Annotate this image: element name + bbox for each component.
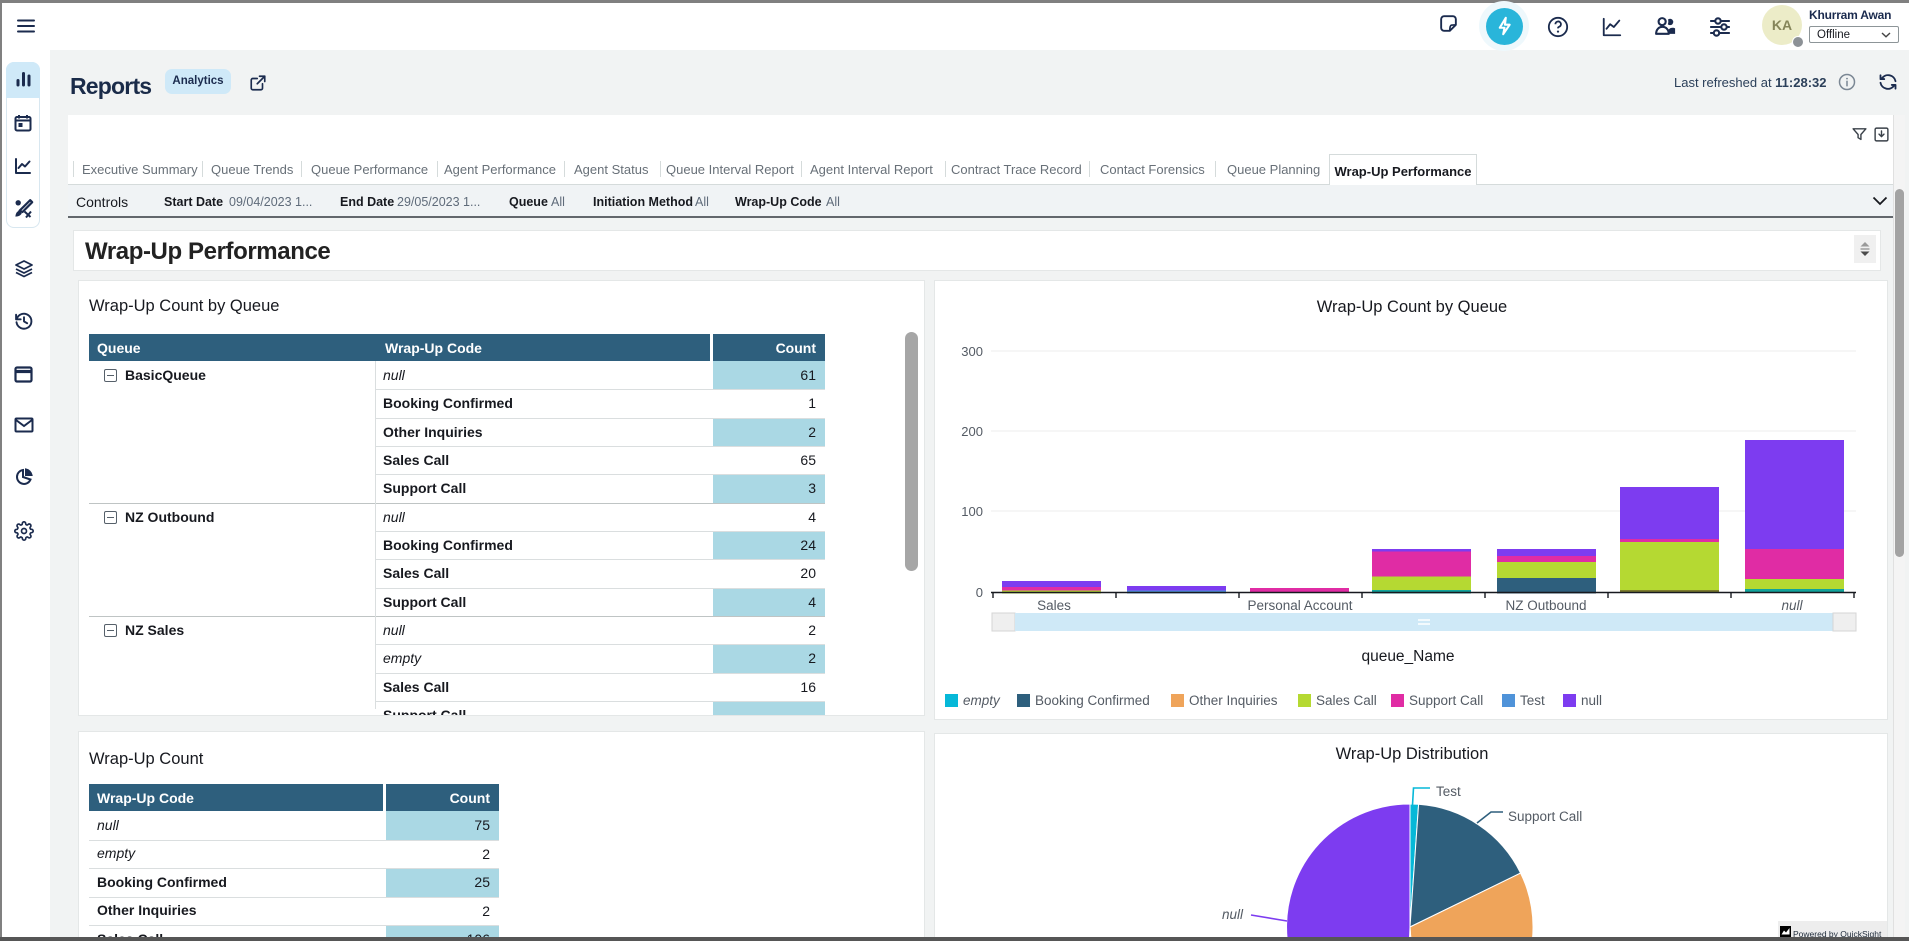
svg-text:null: null [1781,598,1803,613]
svg-text:null: null [1222,907,1244,922]
svg-text:Booking Confirmed: Booking Confirmed [1035,693,1150,708]
svg-text:Test: Test [1436,784,1461,799]
svg-text:null: null [1581,693,1602,708]
svg-text:Support Call: Support Call [1508,809,1582,824]
svg-text:Personal Account: Personal Account [1247,598,1352,613]
svg-text:Other Inquiries: Other Inquiries [1189,693,1278,708]
svg-text:300: 300 [961,344,983,359]
svg-text:Support Call: Support Call [1409,693,1483,708]
svg-text:200: 200 [961,424,983,439]
svg-text:Test: Test [1520,693,1545,708]
svg-text:Sales: Sales [1037,598,1071,613]
svg-text:empty: empty [963,693,1001,708]
svg-text:0: 0 [976,585,983,600]
svg-text:100: 100 [961,504,983,519]
svg-text:Sales Call: Sales Call [1316,693,1377,708]
svg-text:queue_Name: queue_Name [1361,648,1454,665]
svg-text:NZ Outbound: NZ Outbound [1505,598,1586,613]
